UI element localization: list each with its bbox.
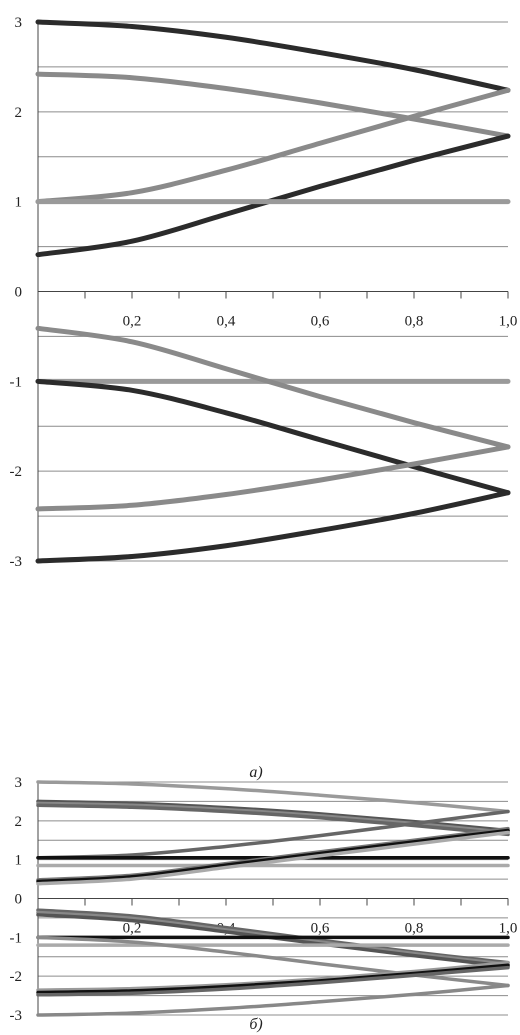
caption-b: б): [249, 1016, 262, 1033]
y-tick-label: 2: [15, 814, 23, 830]
series-line: [35, 87, 511, 205]
y-tick-label: -1: [10, 930, 23, 946]
series-line: [36, 983, 510, 1017]
series-line: [36, 965, 510, 997]
y-tick-label: 1: [15, 853, 23, 869]
x-tick-label: 0,8: [405, 921, 424, 937]
series-line: [35, 378, 511, 496]
series-line: [35, 71, 511, 139]
series-line: [36, 963, 510, 995]
y-tick-label: 0: [15, 892, 23, 908]
y-tick-label: -1: [10, 374, 23, 390]
series-line: [35, 490, 511, 564]
chart-panel-a: 0,2 0,4 0,6 0,8 1,0 3 2 1 0 -1 -2 -3: [10, 15, 518, 570]
y-tick-label: 3: [15, 775, 23, 791]
x-tick-label: 0,2: [123, 921, 142, 937]
y-tick-label: 3: [15, 15, 23, 31]
series-line: [36, 801, 510, 835]
series-line: [35, 444, 511, 512]
x-tick-label: 0,8: [405, 314, 424, 330]
caption-a: a): [249, 764, 262, 781]
y-tick-label: 2: [15, 105, 23, 121]
y-tick-label: -2: [10, 969, 23, 985]
y-tick-label: -3: [10, 554, 23, 570]
y-tick-label: -3: [10, 1008, 23, 1024]
series-line: [36, 780, 510, 814]
series-line: [36, 803, 510, 837]
x-tick-label: 0,4: [217, 314, 236, 330]
x-tick-label: 0,6: [311, 314, 330, 330]
x-tick-label: 1,0: [499, 314, 518, 330]
series-line: [36, 826, 510, 882]
x-tick-label: 0,2: [123, 314, 142, 330]
series-line: [35, 19, 511, 93]
series-line: [36, 828, 510, 884]
x-tick-label: 0,6: [311, 921, 330, 937]
series-line: [35, 325, 511, 450]
y-tick-label: 1: [15, 195, 23, 211]
y-tick-label: -2: [10, 464, 23, 480]
series-line: [36, 809, 510, 860]
x-tick-label: 1,0: [499, 921, 518, 937]
series-line: [36, 830, 510, 886]
y-tick-label: 0: [15, 285, 23, 301]
